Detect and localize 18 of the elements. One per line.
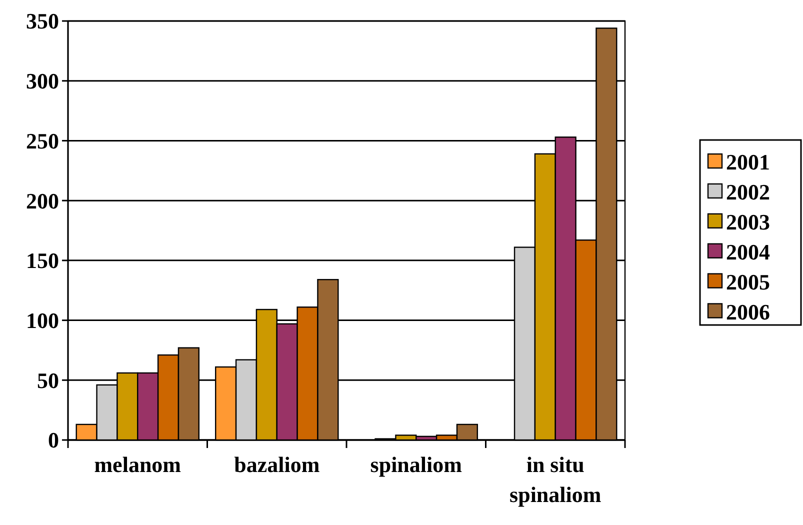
y-tick-label: 150: [26, 248, 59, 274]
y-tick-label: 50: [37, 368, 59, 393]
y-tick-label: 250: [26, 128, 59, 154]
legend-label: 2006: [726, 299, 770, 324]
legend-label: 2004: [726, 240, 770, 265]
x-tick-label: bazaliom: [234, 452, 320, 477]
y-tick-label: 300: [26, 68, 59, 94]
legend-label: 2005: [726, 269, 770, 294]
y-tick-label: 0: [48, 428, 59, 453]
legend-label: 2002: [726, 180, 770, 205]
y-tick-label: 200: [26, 188, 59, 214]
y-tick-label: 350: [26, 8, 59, 34]
x-tick-label: in situ spinaliom: [510, 452, 602, 507]
x-tick-label: melanom: [94, 452, 182, 477]
legend-label: 2001: [726, 150, 770, 175]
y-tick-label: 100: [26, 308, 59, 333]
x-tick-label: spinaliom: [370, 452, 462, 477]
legend-label: 2003: [726, 210, 770, 235]
